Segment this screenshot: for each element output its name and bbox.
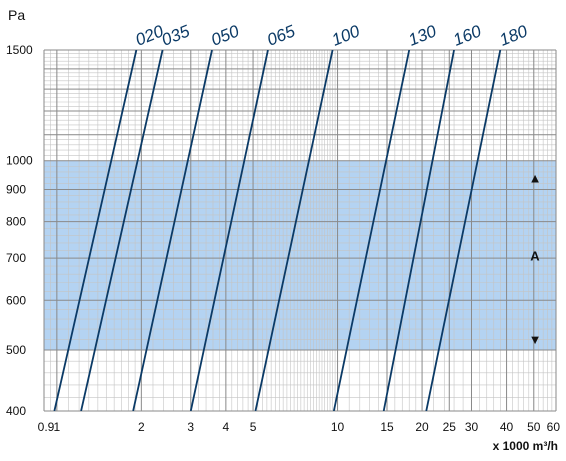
series-line-050 xyxy=(132,50,213,411)
y-tick-label: 1000 xyxy=(6,154,33,168)
series-line-065 xyxy=(189,50,269,411)
series-line-020 xyxy=(53,50,138,411)
series-line-035 xyxy=(80,50,164,411)
series-line-130 xyxy=(332,50,411,411)
band-marks: ▲ A ▼ xyxy=(529,171,542,347)
x-axis-tick-labels: 0.9 1 2 3 4 5 10 15 20 25 30 40 50 60 xyxy=(38,420,561,434)
x-tick-label: 1 xyxy=(54,420,61,434)
series-line-100 xyxy=(254,50,334,411)
series-layer xyxy=(53,50,502,411)
x-tick-label: 25 xyxy=(443,420,457,434)
x-tick-label: 60 xyxy=(547,420,561,434)
y-tick-label: 900 xyxy=(6,183,26,197)
band-label: A xyxy=(530,248,540,263)
series-label-160: 160 xyxy=(450,21,484,49)
band-up-arrow: ▲ xyxy=(529,171,542,186)
x-tick-label: 0.9 xyxy=(38,420,55,434)
series-label-130: 130 xyxy=(406,21,440,49)
grid-major xyxy=(43,49,557,412)
x-tick-label: 10 xyxy=(331,420,345,434)
series-line-180 xyxy=(425,50,502,411)
x-axis-label: x 1000 m³/h xyxy=(493,439,558,453)
y-tick-label: 700 xyxy=(6,251,26,265)
x-tick-label: 15 xyxy=(380,420,394,434)
series-label-065: 065 xyxy=(264,21,298,49)
x-tick-label: 2 xyxy=(138,420,145,434)
x-tick-label: 30 xyxy=(465,420,479,434)
x-tick-label: 5 xyxy=(250,420,257,434)
y-tick-label: 1500 xyxy=(6,43,33,57)
series-line-160 xyxy=(382,50,455,411)
y-tick-label: 400 xyxy=(6,404,26,418)
series-label-035: 035 xyxy=(159,21,193,49)
y-tick-label: 800 xyxy=(6,215,26,229)
series-label-100: 100 xyxy=(329,21,363,49)
series-label-050: 050 xyxy=(208,21,242,49)
y-tick-label: 500 xyxy=(6,343,26,357)
series-label-180: 180 xyxy=(497,21,531,49)
x-tick-label: 4 xyxy=(223,420,230,434)
x-tick-label: 20 xyxy=(415,420,429,434)
x-tick-label: 40 xyxy=(500,420,514,434)
x-tick-label: 3 xyxy=(187,420,194,434)
x-tick-label: 50 xyxy=(527,420,541,434)
y-axis-label: Pa xyxy=(8,7,25,23)
y-axis-tick-labels: 400 500 600 700 800 900 1000 1500 xyxy=(6,43,33,418)
y-tick-label: 600 xyxy=(6,293,26,307)
band-down-arrow: ▼ xyxy=(529,332,542,347)
